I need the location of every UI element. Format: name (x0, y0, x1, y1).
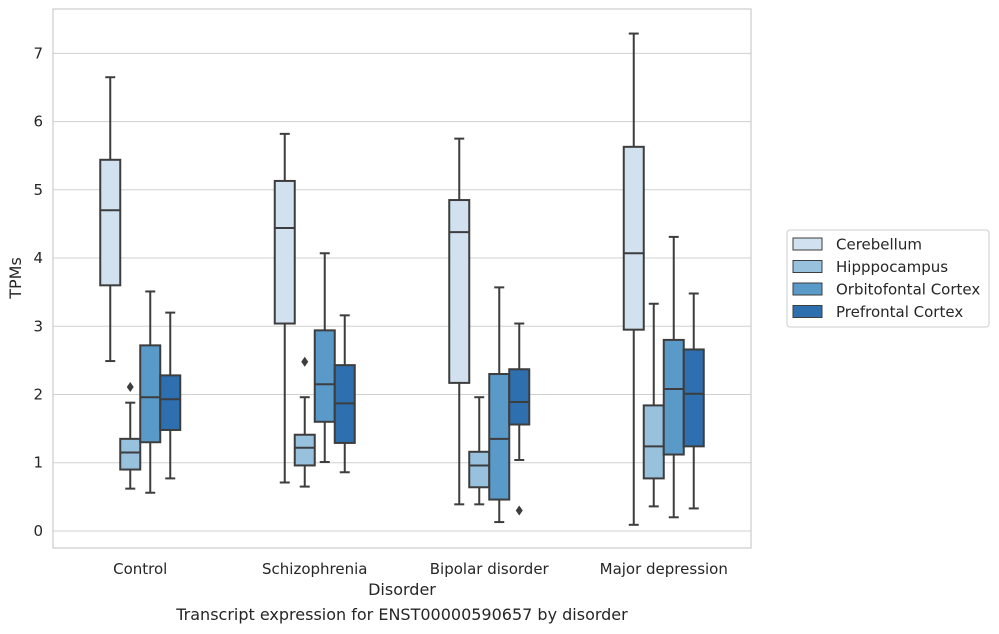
box-group (682, 292, 705, 510)
box-group (273, 132, 296, 484)
y-axis-ticks: 0 1 2 3 4 5 6 7 (33, 44, 43, 540)
iqr-box (682, 348, 705, 448)
figure-caption: Transcript expression for ENST0000059065… (176, 605, 628, 624)
outlier-point (126, 381, 134, 392)
legend-label: Orbitofontal Cortex (836, 281, 980, 299)
box-group (313, 252, 336, 464)
legend-label: Cerebellum (836, 236, 922, 254)
x-axis-label: Disorder (368, 580, 436, 599)
series-orbitofontal-cortex (139, 235, 685, 524)
iqr-box (622, 145, 645, 331)
legend-item: Cerebellum (792, 236, 922, 254)
iqr-box (99, 158, 122, 287)
outlier-point (301, 356, 309, 367)
y-tick-label: 0 (33, 522, 43, 540)
series-hipppocampus (119, 302, 665, 508)
y-tick-label: 6 (33, 113, 43, 131)
legend-swatch (792, 305, 823, 318)
box-group (642, 302, 665, 508)
legend-item: Prefrontal Cortex (792, 303, 963, 321)
legend-swatch (792, 237, 823, 251)
x-tick-label: Schizophrenia (262, 560, 367, 578)
y-tick-label: 4 (33, 249, 43, 267)
iqr-box (508, 368, 531, 426)
iqr-box (313, 329, 336, 423)
iqr-box (119, 437, 142, 471)
legend-item: Hipppocampus (792, 258, 948, 276)
series-prefrontal-cortex (159, 292, 705, 516)
legend-item: Orbitofontal Cortex (792, 281, 980, 299)
legend: Cerebellum Hipppocampus Orbitofontal Corte… (786, 229, 990, 328)
iqr-box (642, 404, 665, 480)
legend-frame (786, 229, 990, 328)
box-group (159, 311, 182, 480)
legend-label: Prefrontal Cortex (836, 303, 963, 321)
iqr-box (139, 344, 162, 444)
box-group (488, 286, 511, 524)
y-axis-label: TPMs (6, 257, 25, 300)
y-tick-label: 7 (33, 44, 43, 62)
box-group (508, 322, 531, 516)
box-group (333, 314, 356, 474)
box-group (119, 381, 142, 490)
iqr-box (159, 374, 182, 431)
box-group (448, 137, 471, 506)
x-tick-label: Major depression (600, 560, 728, 578)
iqr-box (293, 433, 316, 467)
iqr-box (273, 179, 296, 325)
legend-swatch (792, 282, 823, 296)
box-group (293, 356, 316, 488)
y-tick-label: 2 (33, 385, 43, 403)
box-group (468, 396, 491, 506)
outlier-point (515, 505, 523, 516)
plot-frame (52, 8, 752, 549)
series-cerebellum (99, 32, 645, 526)
legend-label: Hipppocampus (836, 258, 948, 276)
box-group (622, 32, 645, 526)
box-group (662, 235, 685, 519)
legend-swatch (792, 260, 823, 273)
box-series (99, 32, 705, 526)
iqr-box (662, 338, 685, 456)
x-axis-ticks: Control Schizophrenia Bipolar disorder Majo… (113, 560, 728, 578)
x-tick-label: Bipolar disorder (430, 560, 550, 578)
iqr-box (468, 450, 491, 489)
x-tick-label: Control (113, 560, 167, 578)
box-group (99, 76, 122, 363)
y-tick-label: 1 (33, 454, 43, 472)
iqr-box (448, 199, 471, 384)
y-tick-label: 3 (33, 317, 43, 335)
iqr-box (488, 373, 511, 501)
y-tick-label: 5 (33, 181, 43, 199)
